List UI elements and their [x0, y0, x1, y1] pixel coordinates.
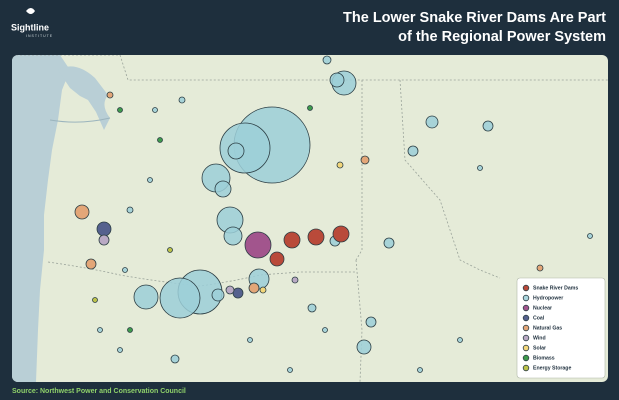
plant [291, 276, 299, 284]
title-line: of the Regional Power System [398, 29, 606, 45]
legend-swatch [522, 354, 530, 362]
id-mt-border [399, 79, 501, 279]
plant [219, 122, 271, 174]
legend-box [516, 277, 606, 379]
plant [122, 267, 128, 273]
plant [383, 237, 395, 249]
or-id-border [355, 259, 363, 382]
legend-label: Hydropower [533, 295, 563, 301]
plant [536, 264, 544, 272]
plant [167, 247, 173, 253]
legend-swatch [522, 334, 530, 342]
ocean [12, 55, 70, 382]
plant [307, 303, 317, 313]
plant [322, 55, 332, 65]
legend-swatch [522, 304, 530, 312]
plant [214, 180, 232, 198]
plant [85, 258, 97, 270]
plant [117, 347, 123, 353]
plant [365, 316, 377, 328]
legend-label: Energy Storage [533, 365, 571, 371]
plant [127, 327, 133, 333]
logo-icon [26, 8, 35, 14]
plant [106, 91, 114, 99]
plant [244, 231, 272, 259]
plant [259, 286, 267, 294]
logo-name: Sightline [11, 22, 49, 32]
legend-swatch [522, 294, 530, 302]
legend-swatch [522, 344, 530, 352]
strait [49, 117, 111, 123]
plant [425, 115, 439, 129]
legend-label: Coal [533, 315, 545, 321]
plant [157, 137, 163, 143]
legend-swatch [522, 364, 530, 372]
plant [283, 231, 301, 249]
plant [360, 155, 370, 165]
plant [482, 120, 494, 132]
plant [417, 367, 423, 373]
plant [211, 288, 225, 302]
plant [322, 327, 328, 333]
legend: Snake River Dams Hydropower Nuclear Coal… [516, 277, 606, 379]
plant [477, 165, 483, 171]
plant [223, 226, 243, 246]
plant [287, 367, 293, 373]
canada-border [12, 55, 608, 81]
plant [117, 107, 123, 113]
plant [170, 354, 180, 364]
plant [126, 206, 134, 214]
plant [225, 285, 235, 295]
plant [232, 287, 244, 299]
legend-label: Nuclear [533, 305, 552, 311]
logo: Sightline INSTITUTE [11, 8, 53, 38]
plant [587, 233, 593, 239]
plant [336, 161, 344, 169]
plant [74, 204, 90, 220]
plant [307, 105, 313, 111]
plant [227, 142, 245, 160]
plant [407, 145, 419, 157]
plant [97, 327, 103, 333]
plant [92, 297, 98, 303]
plant [332, 225, 350, 243]
legend-label: Snake River Dams [533, 285, 578, 291]
plant [147, 177, 153, 183]
legend-swatch [522, 284, 530, 292]
plant [329, 72, 345, 88]
plant [247, 337, 253, 343]
plant [98, 234, 110, 246]
legend-label: Biomass [533, 355, 555, 361]
legend-swatch [522, 324, 530, 332]
map: Snake River Dams Hydropower Nuclear Coal… [12, 55, 608, 382]
source: Source: Northwest Power and Conservation… [12, 388, 186, 395]
legend-label: Wind [533, 335, 546, 341]
wa-id-border [355, 80, 363, 261]
plant [248, 282, 260, 294]
sound [58, 66, 110, 130]
title-line: The Lower Snake River Dams Are Part [343, 10, 606, 26]
plant [159, 277, 201, 319]
power-plants [74, 55, 593, 373]
plant [307, 228, 325, 246]
plant [457, 337, 463, 343]
plant [133, 284, 159, 310]
legend-label: Solar [533, 345, 546, 351]
plant [356, 339, 372, 355]
plant [152, 107, 158, 113]
plant [269, 251, 285, 267]
legend-swatch [522, 314, 530, 322]
logo-subtitle: INSTITUTE [26, 34, 53, 38]
legend-label: Natural Gas [533, 325, 562, 331]
plant [178, 96, 186, 104]
plant [96, 221, 112, 237]
